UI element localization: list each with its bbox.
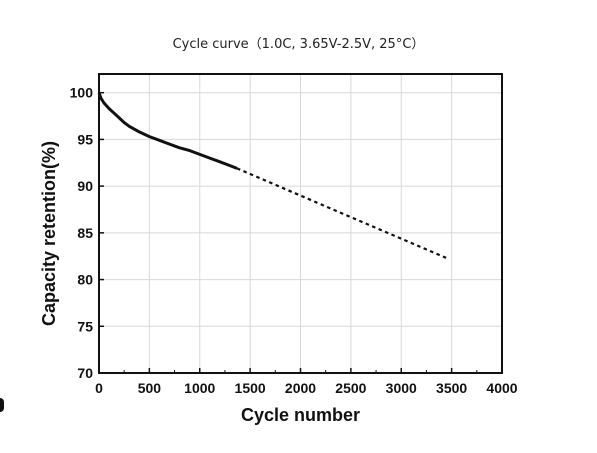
series-lines [97, 92, 448, 260]
grid-lines [99, 74, 502, 373]
x-tick-label: 3000 [386, 380, 417, 396]
x-tick-label: 4000 [486, 380, 517, 396]
x-tick-label: 500 [138, 380, 162, 396]
x-tick-label: 3500 [436, 380, 467, 396]
chart-title: Cycle curve（1.0C, 3.65V-2.5V, 25°C） [172, 37, 425, 52]
edge-mark [0, 398, 4, 412]
x-tick-label: 1500 [235, 380, 266, 396]
x-tick-label: 2500 [335, 380, 366, 396]
y-axis-label: Capacity retention(%) [39, 141, 59, 326]
y-tick-label: 100 [70, 85, 94, 101]
x-tick-label: 0 [95, 380, 103, 396]
extrapolated-series-line [236, 167, 448, 260]
y-tick-label: 80 [77, 272, 93, 288]
y-tick-label: 95 [77, 131, 93, 147]
x-axis-label: Cycle number [241, 405, 360, 425]
measured-series-line [97, 92, 238, 170]
y-tick-label: 70 [77, 365, 93, 381]
x-tick-label: 2000 [285, 380, 316, 396]
axis-ticks: 0 500 1000 1500 2000 2500 3000 3500 4000 70 75 80 85… [70, 85, 518, 396]
y-tick-label: 85 [77, 225, 93, 241]
y-tick-label: 90 [77, 178, 93, 194]
plot-frame [98, 73, 503, 374]
x-tick-label: 1000 [184, 380, 215, 396]
y-tick-label: 75 [77, 318, 93, 334]
